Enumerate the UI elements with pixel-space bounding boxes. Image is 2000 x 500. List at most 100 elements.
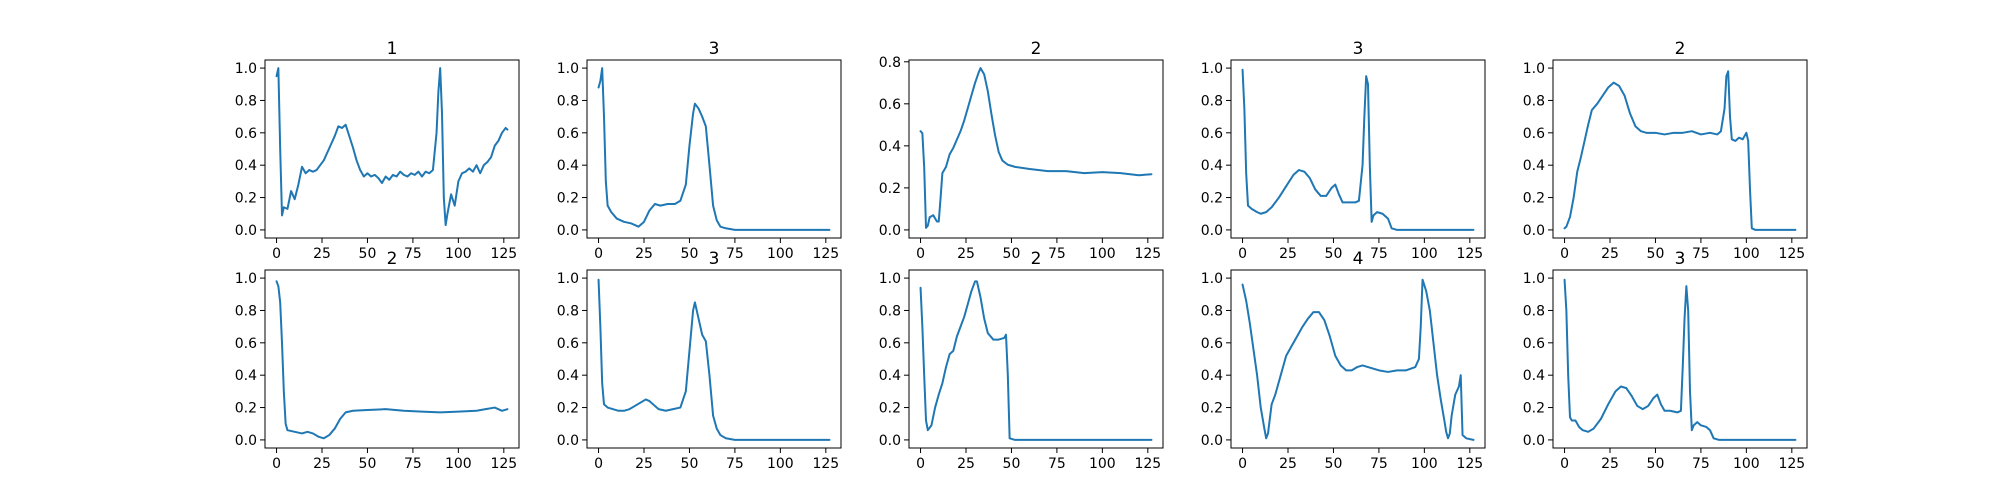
x-tick-label: 50 (681, 456, 699, 472)
y-tick-label: 0.8 (1523, 303, 1545, 319)
x-tick-label: 125 (1778, 246, 1805, 262)
subplot-title: 3 (709, 249, 720, 269)
x-tick-label: 25 (1601, 246, 1619, 262)
x-tick-label: 100 (767, 456, 794, 472)
x-tick-label: 25 (635, 456, 653, 472)
y-tick-label: 0.8 (1523, 93, 1545, 109)
series-line (275, 280, 509, 440)
x-tick-label: 125 (490, 456, 517, 472)
subplot-title: 4 (1353, 249, 1364, 269)
x-tick-label: 75 (1692, 456, 1710, 472)
x-tick-label: 50 (1647, 456, 1665, 472)
x-tick-label: 75 (1048, 456, 1066, 472)
subplot-6: 0 25 50 75 100 125 0.0 0.2 0.4 0.6 0.8 1.0 2 (235, 249, 520, 472)
axes-frame (1552, 269, 1808, 449)
x-tick-label: 75 (726, 456, 744, 472)
x-tick-label: 100 (1733, 456, 1760, 472)
y-tick-label: 0.4 (557, 368, 579, 384)
x-tick-label: 100 (767, 246, 794, 262)
y-tick-label: 0.2 (879, 401, 901, 417)
axes-frame (1552, 59, 1808, 239)
x-tick-label: 25 (635, 246, 653, 262)
y-tick-label: 0.6 (557, 336, 579, 352)
subplot-title: 3 (1353, 39, 1364, 59)
y-tick-label: 1.0 (557, 61, 579, 77)
axes-frame (264, 59, 520, 239)
series-line (1241, 68, 1475, 231)
subplot-5: 0 25 50 75 100 125 0.0 0.2 0.4 0.6 0.8 1.0 2 (1523, 39, 1808, 262)
series-line (919, 67, 1153, 229)
x-tick-label: 75 (726, 246, 744, 262)
x-tick-label: 25 (313, 456, 331, 472)
x-tick-label: 50 (1003, 246, 1021, 262)
series-line (1563, 70, 1797, 231)
x-tick-label: 0 (1560, 246, 1569, 262)
y-tick-label: 0.0 (235, 223, 257, 239)
x-tick-label: 100 (445, 246, 472, 262)
x-tick-label: 25 (957, 456, 975, 472)
y-tick-label: 0.0 (557, 433, 579, 449)
x-tick-label: 25 (313, 246, 331, 262)
subplot-3: 0 25 50 75 100 125 0.0 0.2 0.4 0.6 0.8 2 (879, 39, 1164, 262)
y-tick-label: 0.6 (1523, 336, 1545, 352)
y-tick-label: 0.4 (1201, 368, 1223, 384)
axes-frame (1230, 269, 1486, 449)
x-tick-label: 0 (916, 456, 925, 472)
y-tick-label: 0.8 (235, 93, 257, 109)
x-tick-label: 100 (1411, 246, 1438, 262)
x-tick-label: 125 (812, 456, 839, 472)
x-tick-label: 50 (359, 456, 377, 472)
subplot-title: 1 (387, 39, 398, 59)
y-tick-label: 0.6 (235, 126, 257, 142)
x-tick-label: 125 (1778, 456, 1805, 472)
y-tick-label: 0.0 (1523, 433, 1545, 449)
y-tick-label: 0.8 (1201, 303, 1223, 319)
x-tick-label: 0 (1238, 246, 1247, 262)
x-tick-label: 75 (404, 246, 422, 262)
subplot-title: 3 (709, 39, 720, 59)
x-tick-label: 50 (1325, 456, 1343, 472)
x-tick-label: 100 (1733, 246, 1760, 262)
subplot-9: 0 25 50 75 100 125 0.0 0.2 0.4 0.6 0.8 1.0 4 (1201, 249, 1486, 472)
x-tick-label: 50 (359, 246, 377, 262)
axes-frame (908, 59, 1164, 239)
y-tick-label: 0.0 (879, 433, 901, 449)
y-tick-label: 0.0 (1523, 223, 1545, 239)
x-tick-label: 125 (1456, 456, 1483, 472)
y-tick-label: 0.2 (235, 401, 257, 417)
x-tick-label: 75 (1692, 246, 1710, 262)
y-tick-label: 0.8 (557, 93, 579, 109)
subplot-8: 0 25 50 75 100 125 0.0 0.2 0.4 0.6 0.8 1.0 2 (879, 249, 1164, 472)
x-tick-label: 50 (1647, 246, 1665, 262)
subplot-1: 0 25 50 75 100 125 0.0 0.2 0.4 0.6 0.8 1.0 1 (235, 39, 520, 262)
x-tick-label: 125 (1134, 246, 1161, 262)
y-tick-label: 0.2 (1523, 401, 1545, 417)
y-tick-label: 0.6 (879, 336, 901, 352)
y-tick-label: 0.4 (1523, 368, 1545, 384)
y-tick-label: 0.6 (1201, 336, 1223, 352)
x-tick-label: 0 (916, 246, 925, 262)
y-tick-label: 1.0 (557, 271, 579, 287)
subplot-7: 0 25 50 75 100 125 0.0 0.2 0.4 0.6 0.8 1.0 3 (557, 249, 842, 472)
x-tick-label: 100 (1411, 456, 1438, 472)
y-tick-label: 1.0 (235, 61, 257, 77)
y-tick-label: 0.6 (557, 126, 579, 142)
y-tick-label: 0.4 (557, 158, 579, 174)
subplot-10: 0 25 50 75 100 125 0.0 0.2 0.4 0.6 0.8 1.0 3 (1523, 249, 1808, 472)
x-tick-label: 50 (1003, 456, 1021, 472)
y-tick-label: 0.2 (879, 181, 901, 197)
x-tick-label: 0 (272, 456, 281, 472)
axes-frame (264, 269, 520, 449)
y-tick-label: 0.8 (235, 303, 257, 319)
subplot-4: 0 25 50 75 100 125 0.0 0.2 0.4 0.6 0.8 1.0 3 (1201, 39, 1486, 262)
y-tick-label: 0.4 (1201, 158, 1223, 174)
y-tick-label: 0.6 (879, 97, 901, 113)
x-tick-label: 50 (1325, 246, 1343, 262)
x-tick-label: 0 (1238, 456, 1247, 472)
series-line (919, 280, 1153, 441)
y-tick-label: 1.0 (1201, 61, 1223, 77)
x-tick-label: 125 (490, 246, 517, 262)
y-tick-label: 0.0 (879, 223, 901, 239)
x-tick-label: 25 (957, 246, 975, 262)
